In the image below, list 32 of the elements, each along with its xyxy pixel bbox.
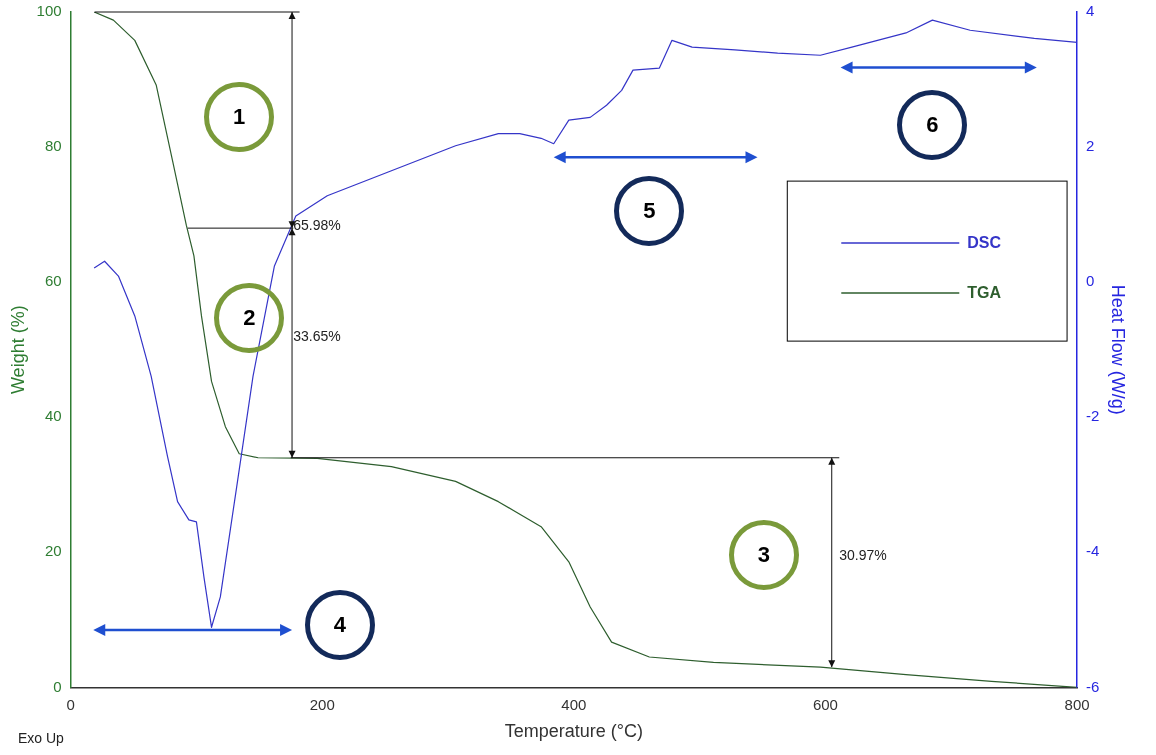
y-tick-label: 100 [36, 2, 62, 20]
x-tick-label: 600 [812, 695, 838, 713]
annotation: 5 [643, 197, 656, 224]
x-tick-label: 0 [66, 695, 75, 713]
text: Exo Up [18, 730, 64, 746]
y-tick-label: 20 [44, 542, 62, 560]
y2-tick-label: 2 [1086, 137, 1095, 155]
annotation: 1 [233, 104, 246, 131]
y2-tick-label: 0 [1086, 272, 1095, 290]
text: DSC [967, 233, 1002, 251]
x-tick-label: 200 [309, 695, 335, 713]
text: TGA [967, 283, 1002, 301]
annotation: 30.97% [839, 547, 887, 564]
x-tick-label: 400 [561, 695, 587, 713]
y2-tick-label: -4 [1086, 542, 1100, 560]
y2-tick-label: -2 [1086, 407, 1100, 425]
y-tick-label: 0 [53, 677, 62, 695]
annotation: 6 [926, 112, 939, 139]
y2-tick-label: 4 [1086, 2, 1095, 20]
y2-tick-label: -6 [1086, 677, 1100, 695]
x-tick-label: 800 [1064, 695, 1090, 713]
y-axis-title: Weight (%) [7, 305, 28, 395]
y-tick-label: 80 [44, 137, 62, 155]
annotation: 65.98% [293, 217, 341, 234]
y2-axis-title: Heat Flow (W/g) [1108, 284, 1129, 415]
annotation: 3 [757, 542, 770, 569]
y-tick-label: 40 [44, 407, 62, 425]
annotation: 4 [333, 612, 346, 639]
y-tick-label: 60 [44, 272, 62, 290]
annotation: 2 [243, 304, 256, 331]
x-axis-title: Temperature (°C) [504, 721, 643, 742]
annotation: 33.65% [293, 328, 341, 345]
